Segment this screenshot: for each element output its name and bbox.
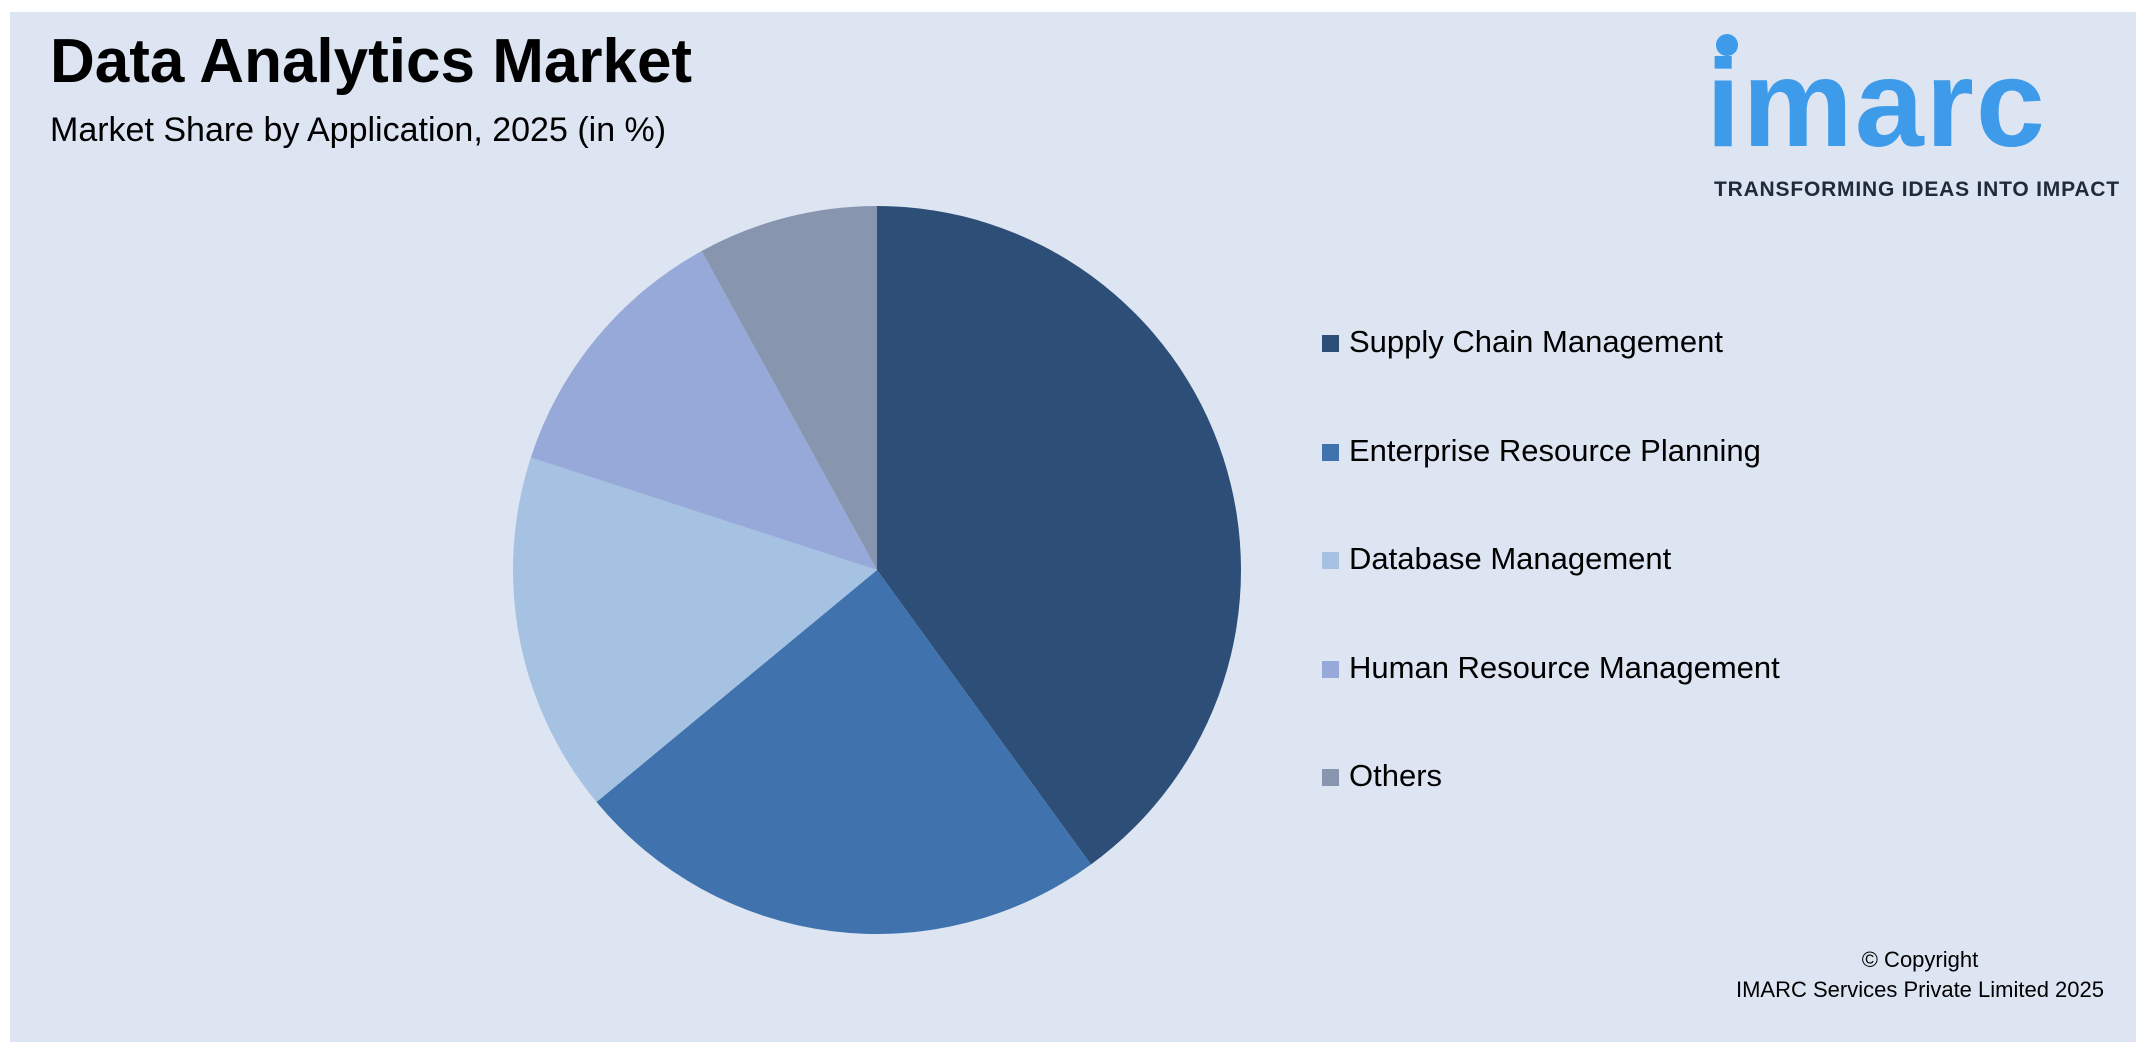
legend-label: Others (1349, 758, 1443, 793)
legend-swatch (1322, 552, 1339, 569)
chart-title: Data Analytics Market (50, 27, 693, 96)
legend-label: Supply Chain Management (1349, 324, 1723, 359)
legend-swatch (1322, 660, 1339, 678)
legend-swatch (1322, 335, 1339, 352)
copyright-notice: © Copyright IMARC Services Private Limit… (1736, 945, 2104, 1005)
pie-slice-enterprise-resource-planning (596, 570, 1091, 934)
logo-tagline: TRANSFORMING IDEAS INTO IMPACT (1714, 178, 2120, 201)
copyright-line-2: IMARC Services Private Limited 2025 (1735, 977, 2104, 1002)
pie-slice-others (701, 206, 877, 570)
legend-label: Human Resource Management (1349, 649, 1780, 685)
legend-label: Database Management (1349, 541, 1672, 576)
imarc-logo: imarc TRANSFORMING IDEAS INTO IMPACT (1700, 28, 2120, 218)
legend-swatch (1322, 769, 1339, 786)
pie-slice-supply-chain-management (877, 206, 1241, 865)
logo-dot (1716, 34, 1738, 56)
copyright-line-1: © Copyright (1861, 947, 1979, 972)
pie-slice-database-management (513, 457, 877, 803)
pie-slice-human-resource-management (530, 251, 877, 570)
chart-subtitle: Market Share by Application, 2025 (in %) (50, 111, 667, 149)
logo-wordmark: imarc (1706, 35, 2047, 173)
legend-label: Enterprise Resource Planning (1349, 432, 1761, 468)
legend-swatch (1322, 443, 1339, 461)
